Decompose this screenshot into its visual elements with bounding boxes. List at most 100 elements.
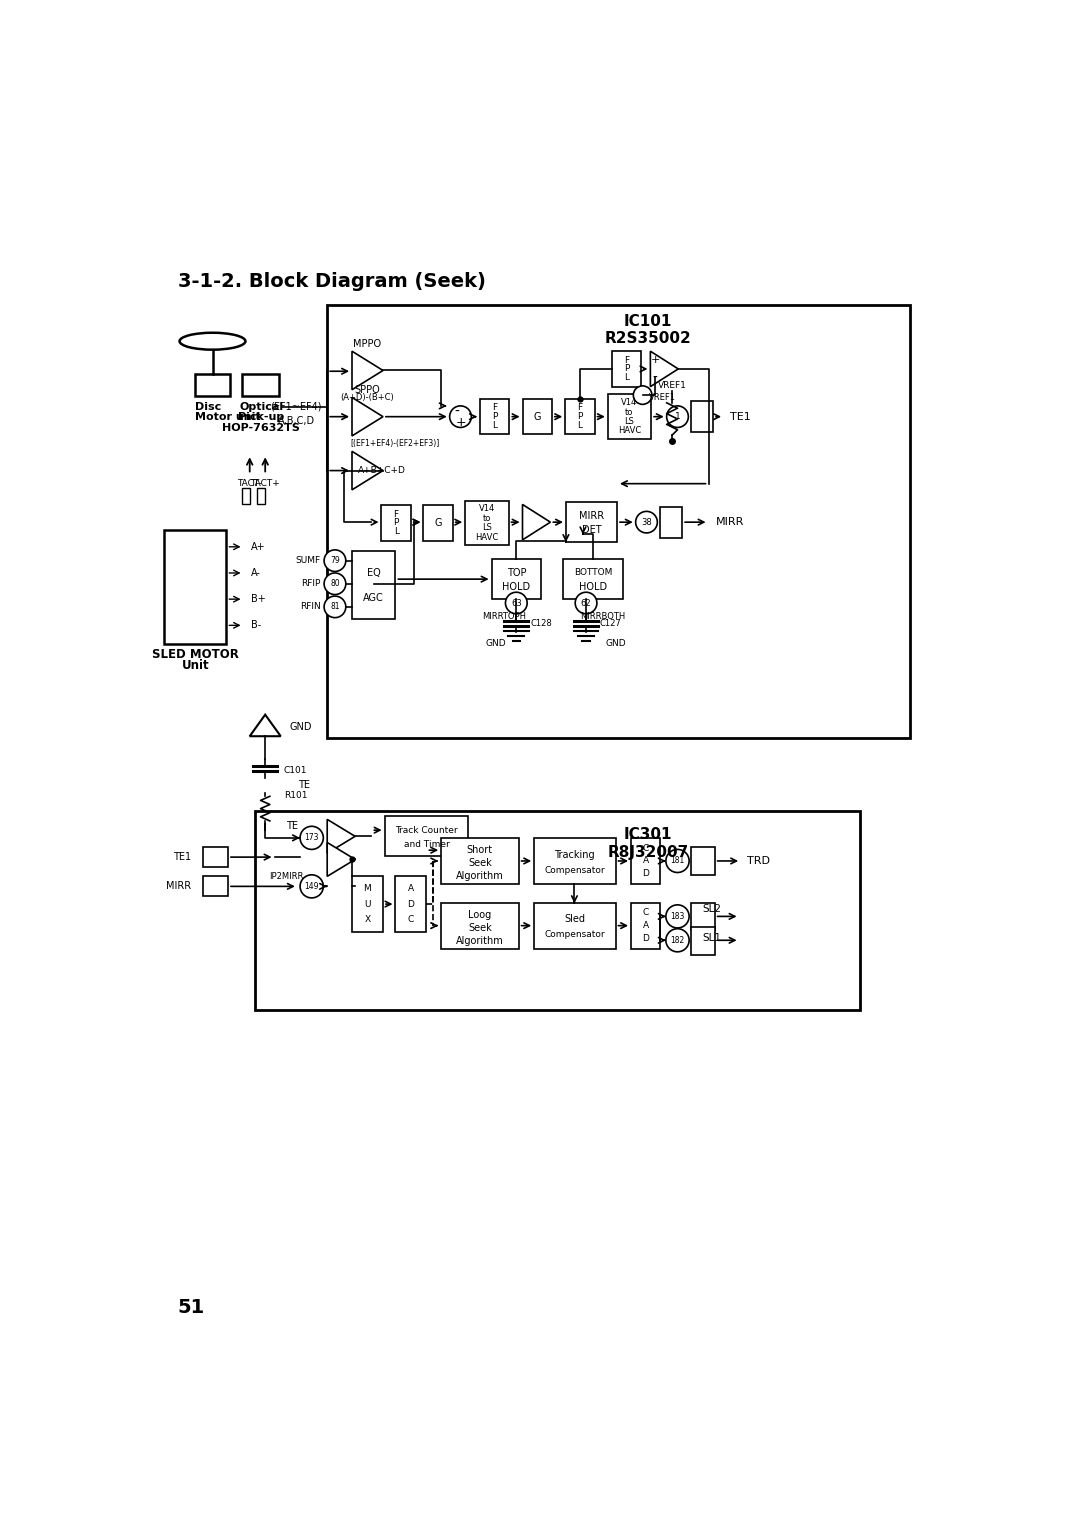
- Text: TE1: TE1: [173, 853, 191, 862]
- Bar: [255, 811, 860, 1010]
- Circle shape: [300, 827, 323, 850]
- Text: A+: A+: [252, 542, 266, 552]
- Circle shape: [636, 512, 658, 533]
- Bar: [203, 877, 228, 897]
- Text: -: -: [652, 371, 658, 385]
- Bar: [691, 402, 713, 432]
- Text: D: D: [407, 900, 415, 909]
- Text: HOP-7632TS: HOP-7632TS: [222, 423, 300, 434]
- Text: F: F: [492, 403, 497, 413]
- Text: RFIN: RFIN: [300, 602, 321, 611]
- Circle shape: [324, 550, 346, 571]
- Circle shape: [324, 573, 346, 594]
- Text: MIRR: MIRR: [716, 516, 744, 527]
- Polygon shape: [352, 451, 383, 490]
- Text: G: G: [534, 411, 541, 422]
- Bar: [441, 903, 518, 949]
- Polygon shape: [327, 842, 355, 877]
- Polygon shape: [352, 351, 383, 390]
- Bar: [631, 903, 661, 949]
- Text: A: A: [643, 921, 649, 931]
- Bar: [352, 877, 383, 932]
- Text: (EF1~EF4): (EF1~EF4): [270, 402, 322, 411]
- Text: IC301: IC301: [624, 827, 672, 842]
- Text: BOTTOM: BOTTOM: [573, 568, 612, 578]
- Text: 81: 81: [330, 602, 340, 611]
- Text: R101: R101: [284, 792, 308, 801]
- Bar: [691, 927, 715, 955]
- Bar: [563, 559, 623, 599]
- Bar: [565, 399, 595, 434]
- Text: SUMF: SUMF: [296, 556, 321, 565]
- Bar: [384, 816, 469, 856]
- Text: C: C: [643, 908, 649, 917]
- Bar: [327, 306, 910, 738]
- Ellipse shape: [179, 333, 245, 350]
- Text: TACT-: TACT-: [238, 480, 262, 487]
- Text: Seek: Seek: [468, 923, 491, 934]
- Text: Seek: Seek: [468, 859, 491, 868]
- Text: C101: C101: [284, 766, 308, 775]
- Text: C127: C127: [600, 619, 622, 628]
- Text: IC101: IC101: [623, 315, 672, 330]
- Text: L: L: [624, 373, 629, 382]
- Polygon shape: [327, 819, 355, 853]
- Text: DET: DET: [582, 524, 602, 535]
- Bar: [257, 487, 266, 504]
- Text: HAVC: HAVC: [618, 426, 642, 435]
- Text: MIRRTOPH: MIRRTOPH: [482, 611, 526, 620]
- Text: L: L: [578, 422, 582, 429]
- Bar: [523, 399, 552, 434]
- Text: TE1: TE1: [730, 411, 751, 422]
- Text: Algorithm: Algorithm: [456, 937, 503, 946]
- Text: D: D: [643, 869, 649, 879]
- Text: Compensator: Compensator: [544, 866, 605, 874]
- Polygon shape: [352, 397, 383, 435]
- Text: A-: A-: [252, 568, 261, 578]
- Text: P: P: [491, 413, 497, 422]
- Text: 3-1-2. Block Diagram (Seek): 3-1-2. Block Diagram (Seek): [177, 272, 486, 290]
- Text: TOP: TOP: [507, 568, 526, 578]
- Text: P: P: [623, 365, 629, 373]
- Bar: [381, 506, 410, 541]
- Text: A: A: [643, 857, 649, 865]
- Text: GND: GND: [291, 723, 312, 732]
- Text: A,B,C,D: A,B,C,D: [278, 416, 314, 425]
- Text: P: P: [577, 413, 582, 422]
- Circle shape: [666, 929, 689, 952]
- Text: AGC: AGC: [363, 593, 384, 602]
- Bar: [242, 374, 279, 396]
- Bar: [661, 507, 683, 538]
- Text: MPPO: MPPO: [353, 339, 381, 348]
- Circle shape: [324, 596, 346, 617]
- Circle shape: [300, 876, 323, 898]
- Text: +: +: [455, 416, 465, 428]
- Text: Pick-up: Pick-up: [239, 413, 284, 422]
- Polygon shape: [523, 504, 551, 539]
- Text: HOLD: HOLD: [502, 582, 530, 591]
- Text: LS: LS: [624, 417, 634, 426]
- Bar: [423, 506, 453, 541]
- Text: EQ: EQ: [367, 568, 380, 578]
- Text: 80: 80: [330, 579, 340, 588]
- Text: IP2MIRR: IP2MIRR: [269, 872, 303, 880]
- Text: L: L: [492, 422, 497, 429]
- Bar: [535, 903, 616, 949]
- Text: SL2: SL2: [702, 903, 721, 914]
- Text: 149: 149: [305, 882, 319, 891]
- Text: R2S35002: R2S35002: [605, 332, 691, 347]
- Text: C128: C128: [530, 619, 552, 628]
- Text: GND: GND: [485, 639, 505, 648]
- Text: +: +: [650, 356, 660, 365]
- Text: TRD: TRD: [747, 856, 770, 866]
- Bar: [691, 847, 715, 876]
- Text: GND: GND: [605, 639, 625, 648]
- Text: 51: 51: [177, 1299, 205, 1317]
- Text: F: F: [624, 356, 629, 365]
- Text: MIRR: MIRR: [579, 510, 604, 521]
- Text: Loog: Loog: [469, 909, 491, 920]
- Polygon shape: [650, 351, 678, 387]
- Text: 63: 63: [511, 599, 522, 608]
- Bar: [535, 837, 616, 885]
- Circle shape: [576, 593, 597, 614]
